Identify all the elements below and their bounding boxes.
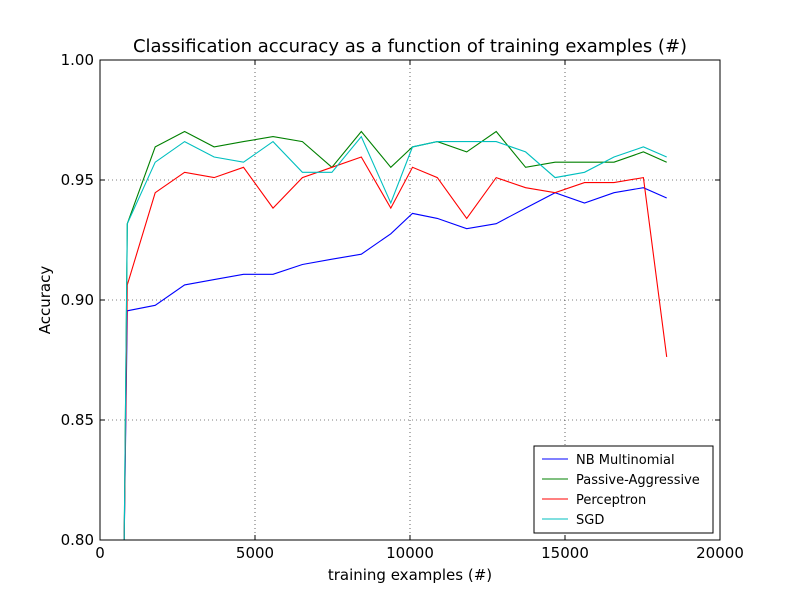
chart-title: Classification accuracy as a function of… xyxy=(133,36,687,57)
series-line-sgd xyxy=(123,135,667,541)
y-tick-label: 0.85 xyxy=(61,411,94,429)
y-axis-label: Accuracy xyxy=(36,266,54,335)
x-axis-label: training examples (#) xyxy=(328,566,492,584)
x-tick-label: 0 xyxy=(95,544,105,562)
axis-ticks xyxy=(99,59,721,541)
x-tick-label: 10000 xyxy=(386,544,434,562)
y-tick-label: 0.90 xyxy=(61,291,94,309)
legend-label-passive-aggressive: Passive-Aggressive xyxy=(576,473,700,488)
x-tick-label: 20000 xyxy=(696,544,744,562)
legend-label-sgd: SGD xyxy=(576,513,604,528)
series-line-perceptron xyxy=(123,156,668,541)
y-tick-labels: 0.80 0.85 0.90 0.95 1.00 xyxy=(61,51,94,549)
x-tick-label: 5000 xyxy=(236,544,274,562)
legend-label-nb-multinomial: NB Multinomial xyxy=(576,453,675,468)
series-line-nb-multinomial xyxy=(123,187,667,541)
y-tick-label: 0.95 xyxy=(61,171,94,189)
series-line-passive-aggressive xyxy=(123,130,667,541)
x-tick-label: 15000 xyxy=(541,544,589,562)
x-tick-labels: 0 5000 10000 15000 20000 xyxy=(95,544,744,562)
series-lines xyxy=(123,130,668,541)
y-tick-label: 0.80 xyxy=(61,531,94,549)
legend: NB Multinomial Passive-Aggressive Perceptr… xyxy=(533,445,714,534)
legend-label-perceptron: Perceptron xyxy=(576,493,646,508)
y-tick-label: 1.00 xyxy=(61,51,94,69)
